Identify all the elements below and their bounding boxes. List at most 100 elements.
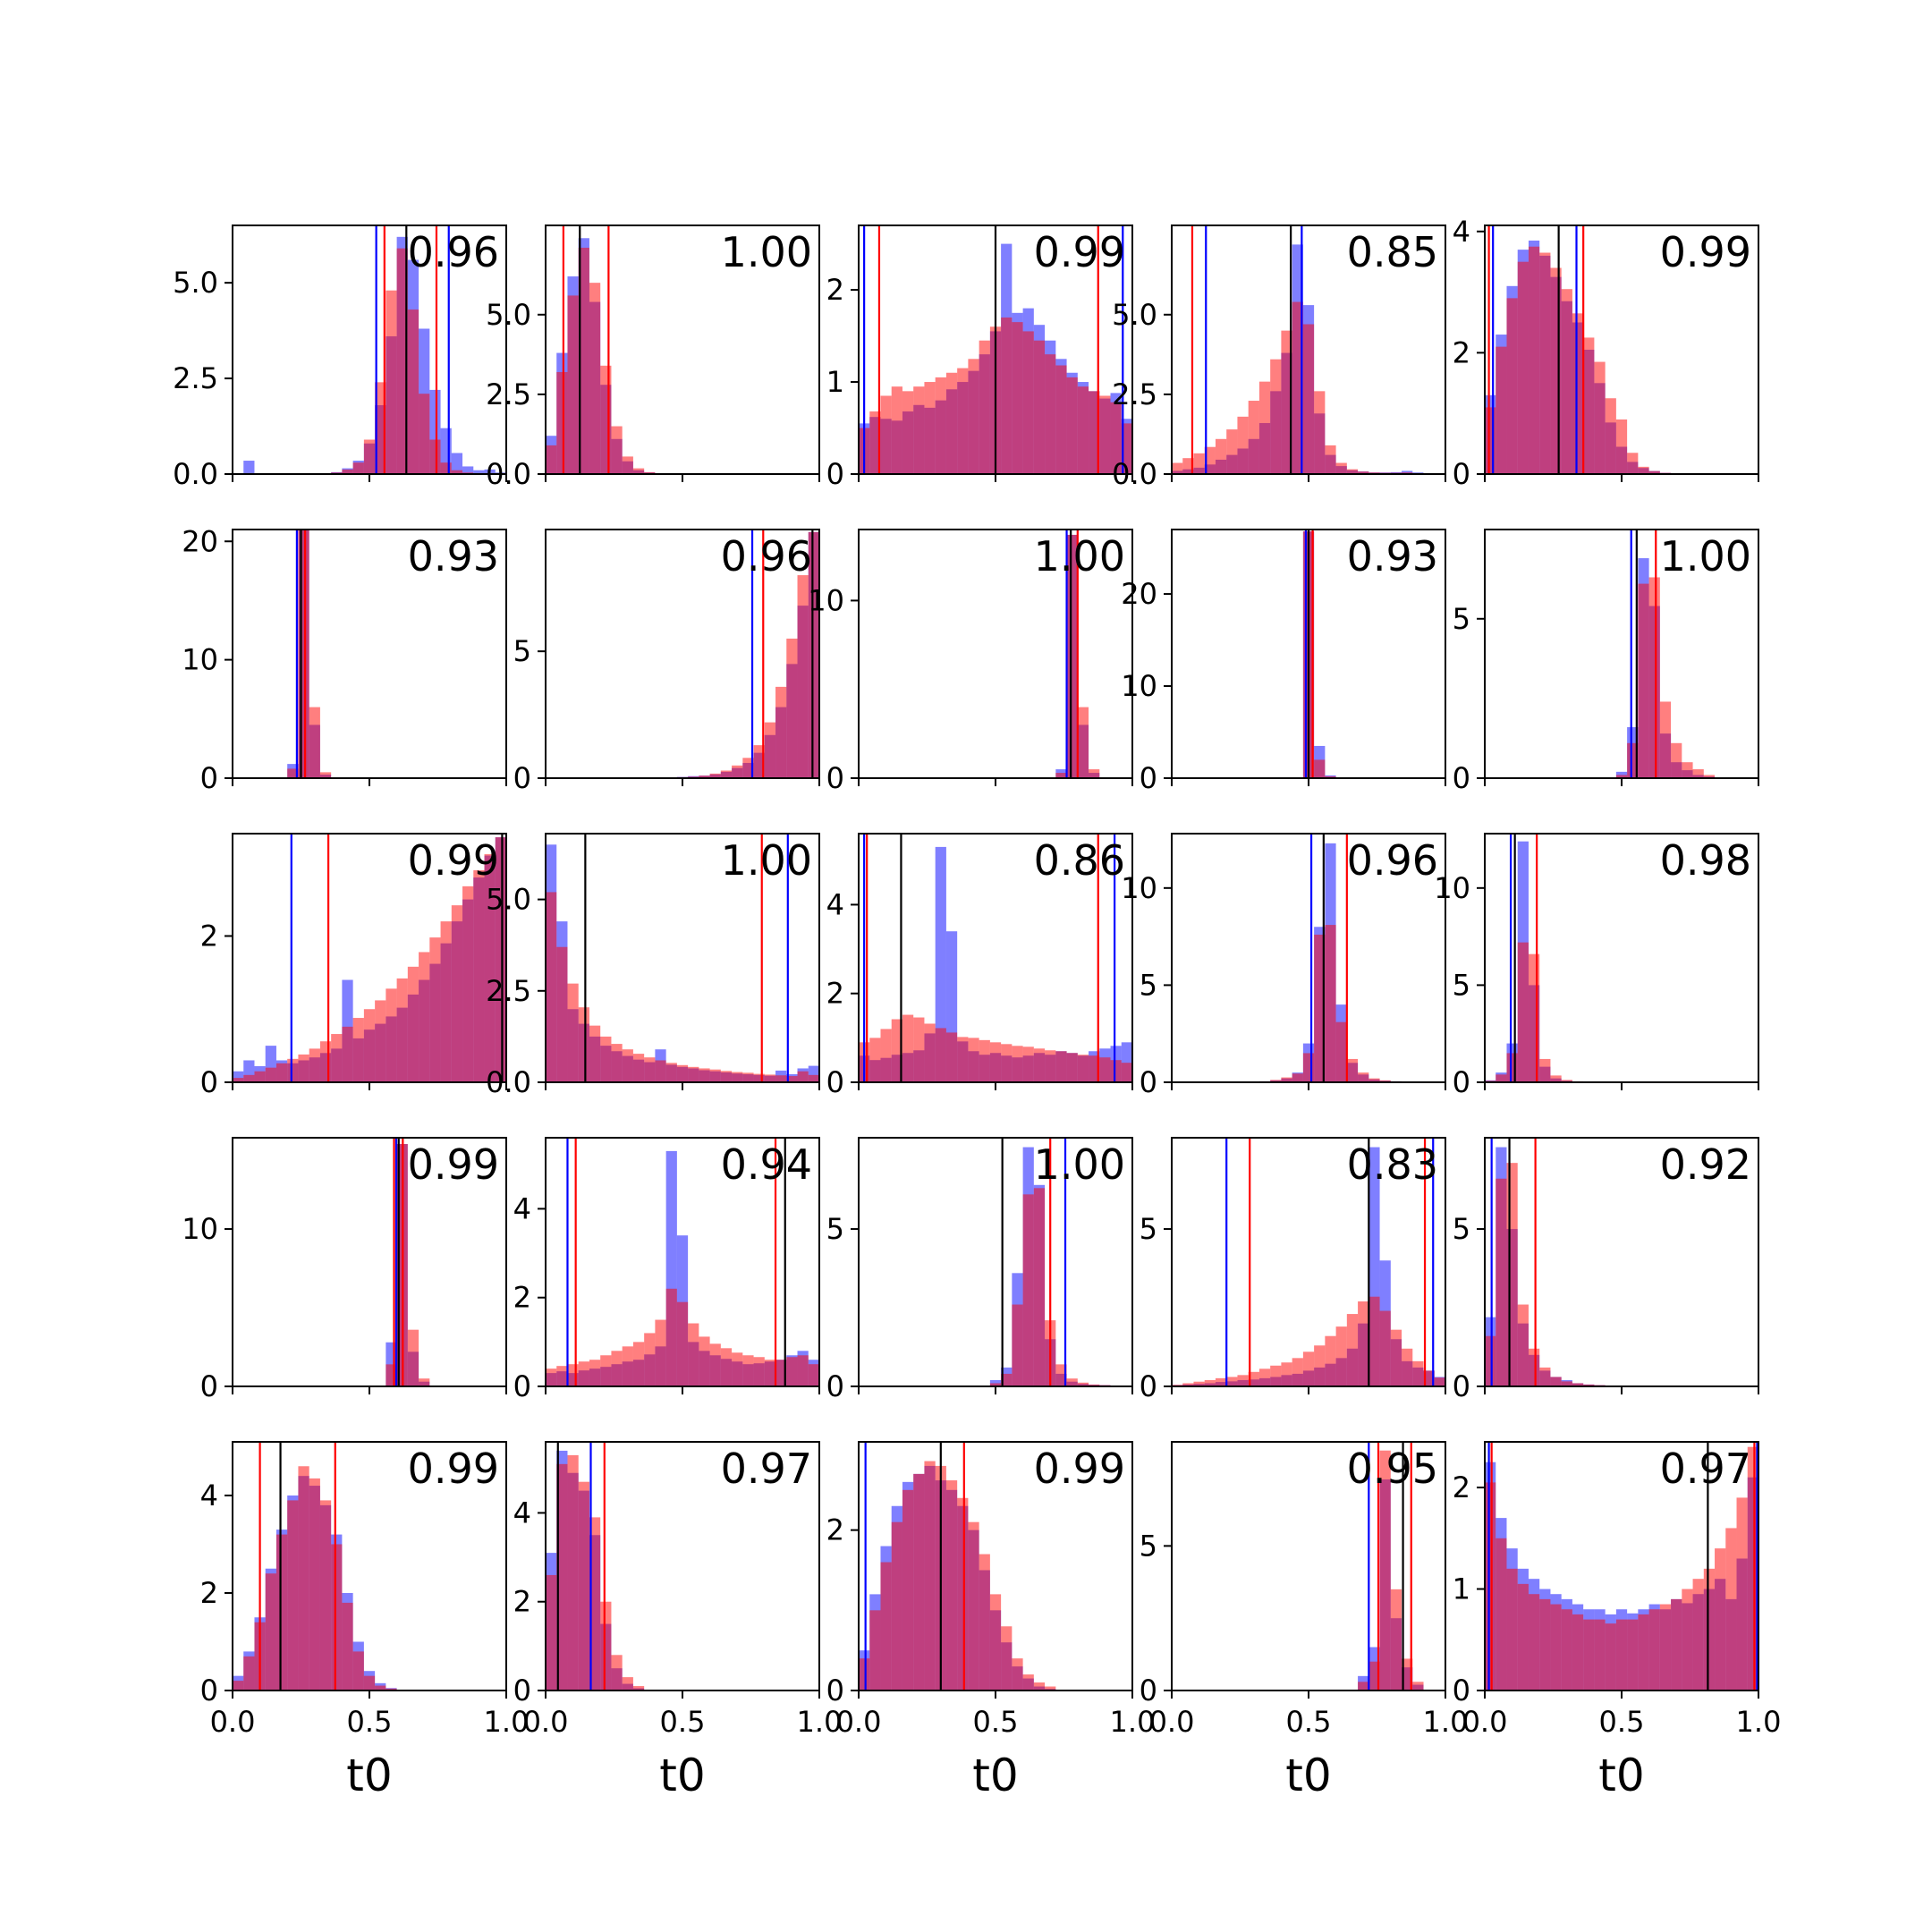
red-hist-bar [742, 1072, 754, 1082]
red-hist-bar [611, 1655, 623, 1690]
subplot-r4c2: 0 2 4 0.94 [513, 1137, 820, 1403]
red-hist-bar [375, 382, 386, 474]
red-hist-bar [1237, 1375, 1249, 1386]
red-hist-bar [1077, 707, 1089, 778]
red-hist-bar [578, 1361, 589, 1386]
red-hist-bar [600, 1601, 612, 1690]
red-hist-bar [495, 837, 506, 1082]
red-hist-bar [1172, 462, 1183, 474]
red-hist-bar [1110, 1060, 1122, 1082]
red-hist-bar [632, 1686, 645, 1690]
red-hist-bar [1659, 1604, 1672, 1690]
red-hist-bar [546, 445, 557, 474]
red-hist-bar [1692, 769, 1704, 778]
red-hist-bar [298, 1466, 309, 1690]
red-hist-bar [1648, 1609, 1660, 1690]
red-hist-bar [298, 1054, 309, 1082]
red-hist-bar [589, 1360, 601, 1386]
subplot-r5c1: 0 2 4 0.0 0.5 1.0 t0 0.99 [200, 1441, 529, 1801]
red-hist-bar [1496, 1538, 1507, 1690]
red-hist-bar [902, 391, 914, 474]
red-hist-bar [1561, 1381, 1572, 1386]
y-tick-label: 10 [182, 1212, 218, 1246]
red-hist-bar [935, 377, 946, 474]
red-hist-bar [786, 1357, 798, 1386]
subplot-r3c3: 0 2 4 0.86 [826, 833, 1133, 1099]
red-hist-bar [451, 470, 463, 474]
red-hist-bar [1066, 377, 1078, 474]
red-hist-bar [1583, 1619, 1595, 1690]
red-hist-bar [665, 1063, 677, 1082]
correlation-annotation: 0.93 [1347, 532, 1438, 580]
red-hist-bar [1594, 361, 1606, 474]
red-hist-bar [440, 462, 452, 474]
red-hist-bar [233, 1681, 244, 1690]
red-hist-bar [287, 768, 299, 778]
correlation-annotation: 0.99 [408, 1445, 499, 1493]
red-hist-bar [1506, 298, 1518, 474]
correlation-annotation: 0.95 [1347, 1445, 1438, 1493]
blue-hist-bar [451, 453, 463, 474]
red-hist-bar [1423, 1370, 1435, 1386]
red-hist-bar [1001, 1044, 1013, 1082]
red-hist-bar [1281, 1362, 1292, 1386]
red-hist-bar [1682, 762, 1693, 778]
y-tick-label: 10 [182, 643, 218, 677]
red-hist-bar [1258, 1368, 1271, 1386]
red-hist-bar [386, 290, 397, 474]
subplot-r1c1: 0.0 2.5 5.0 0.96 [173, 225, 507, 491]
y-tick-label: 0 [1453, 1674, 1470, 1707]
red-hist-bar [1412, 1682, 1424, 1690]
x-axis-label: t0 [1598, 1750, 1644, 1801]
red-hist-bar [1561, 289, 1572, 474]
red-hist-bar [275, 1063, 288, 1082]
red-hist-bar [764, 1360, 776, 1386]
red-hist-bar [732, 765, 743, 778]
red-hist-bar [1485, 1482, 1496, 1690]
x-tick-label: 0.5 [660, 1705, 706, 1739]
x-tick-label: 0.0 [210, 1705, 256, 1739]
red-hist-bar [808, 1074, 819, 1082]
y-tick-label: 0 [200, 761, 218, 795]
y-tick-label: 20 [182, 524, 218, 558]
red-hist-bar [578, 1481, 589, 1690]
x-tick-label: 1.0 [1423, 1705, 1469, 1739]
red-hist-bar [699, 775, 710, 778]
subplot-r2c3: 0 10 1.00 [808, 529, 1133, 795]
red-hist-bar [935, 1028, 946, 1082]
red-hist-bar [1226, 429, 1238, 474]
red-hist-bar [859, 1658, 870, 1690]
red-hist-bar [484, 853, 496, 1082]
y-tick-label: 10 [1121, 669, 1157, 703]
red-hist-bar [1089, 391, 1100, 474]
red-hist-bar [375, 1685, 386, 1690]
y-tick-label: 2.5 [486, 377, 531, 411]
red-hist-bar [764, 1074, 776, 1082]
red-hist-bar [386, 1364, 397, 1386]
red-hist-bar [1412, 1360, 1424, 1386]
red-hist-bar [1659, 701, 1672, 778]
red-hist-bar [1506, 1163, 1518, 1386]
y-tick-label: 5.0 [486, 298, 531, 332]
y-tick-label: 5.0 [1112, 298, 1157, 332]
y-tick-label: 0.0 [173, 457, 218, 491]
red-hist-bar [1215, 438, 1227, 474]
red-hist-bar [567, 983, 579, 1082]
red-hist-bar [1077, 1382, 1089, 1386]
red-hist-bar [407, 1329, 419, 1386]
red-hist-bar [589, 1025, 601, 1082]
red-hist-bar [309, 1478, 320, 1690]
correlation-annotation: 0.99 [1034, 228, 1125, 276]
red-hist-bar [924, 382, 936, 474]
red-hist-bar [309, 707, 320, 778]
red-hist-bar [979, 1039, 990, 1082]
subplot-r2c2: 050.96 [513, 529, 820, 795]
y-tick-label: 0.0 [486, 1065, 531, 1099]
red-hist-bar [451, 905, 463, 1082]
red-hist-bar [342, 1026, 353, 1082]
subplot-r3c2: 0.0 2.5 5.0 1.00 [486, 833, 820, 1099]
red-hist-bar [764, 722, 776, 778]
red-hist-bar [1012, 1304, 1023, 1386]
x-tick-label: 0.0 [1462, 1705, 1508, 1739]
red-hist-bar [797, 575, 809, 778]
